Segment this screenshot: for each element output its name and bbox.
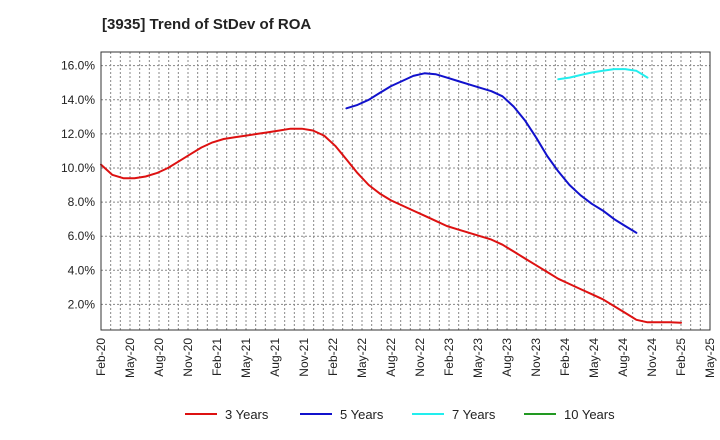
y-tick-labels: 2.0% 4.0% 6.0% 8.0% 10.0% 12.0% 14.0% 16.0% xyxy=(61,59,95,312)
y-tick-label: 14.0% xyxy=(61,93,95,107)
chart-title: [3935] Trend of StDev of ROA xyxy=(102,16,312,33)
legend-label: 7 Years xyxy=(452,407,496,422)
y-tick-label: 10.0% xyxy=(61,161,95,175)
x-tick-label: Nov-24 xyxy=(645,338,659,377)
plot-area-background xyxy=(101,52,710,330)
x-tick-label: Nov-23 xyxy=(529,338,543,377)
legend-label: 5 Years xyxy=(340,407,384,422)
x-tick-label: May-20 xyxy=(123,338,137,378)
x-tick-label: Nov-20 xyxy=(181,338,195,377)
x-tick-label: Feb-23 xyxy=(442,338,456,376)
x-tick-label: Feb-25 xyxy=(674,338,688,376)
x-tick-label: Feb-20 xyxy=(94,338,108,376)
x-tick-labels: Feb-20 May-20 Aug-20 Nov-20 Feb-21 May-21 Aug-… xyxy=(94,338,717,378)
legend-label: 3 Years xyxy=(225,407,269,422)
x-tick-label: Aug-22 xyxy=(384,338,398,377)
x-tick-label: Aug-20 xyxy=(152,338,166,377)
x-tick-label: May-22 xyxy=(355,338,369,378)
x-tick-label: May-21 xyxy=(239,338,253,378)
x-tick-label: Feb-24 xyxy=(558,338,572,376)
series-line-7-years xyxy=(557,68,649,81)
x-tick-label: May-23 xyxy=(471,338,485,378)
y-tick-label: 12.0% xyxy=(61,127,95,141)
x-tick-label: Nov-22 xyxy=(413,338,427,377)
x-tick-label: May-25 xyxy=(703,338,717,378)
x-tick-label: Nov-21 xyxy=(297,338,311,377)
x-tick-label: Feb-21 xyxy=(210,338,224,376)
x-tick-label: Aug-23 xyxy=(500,338,514,377)
y-tick-label: 2.0% xyxy=(68,297,96,311)
x-tick-label: Feb-22 xyxy=(326,338,340,376)
series-lines xyxy=(100,68,682,324)
y-tick-label: 6.0% xyxy=(68,229,96,243)
x-tick-label: Aug-21 xyxy=(268,338,282,377)
x-tick-label: May-24 xyxy=(587,338,601,378)
y-tick-label: 4.0% xyxy=(68,263,96,277)
y-tick-label: 16.0% xyxy=(61,59,95,73)
series-line-3-years xyxy=(100,127,682,324)
legend-label: 10 Years xyxy=(564,407,615,422)
plot-frame xyxy=(100,51,711,331)
series-line-5-years xyxy=(345,72,638,234)
y-gridlines xyxy=(101,65,710,305)
legend: 3 Years 5 Years 7 Years 10 Years xyxy=(185,407,615,422)
y-tick-label: 8.0% xyxy=(68,195,96,209)
x-tick-label: Aug-24 xyxy=(616,338,630,377)
